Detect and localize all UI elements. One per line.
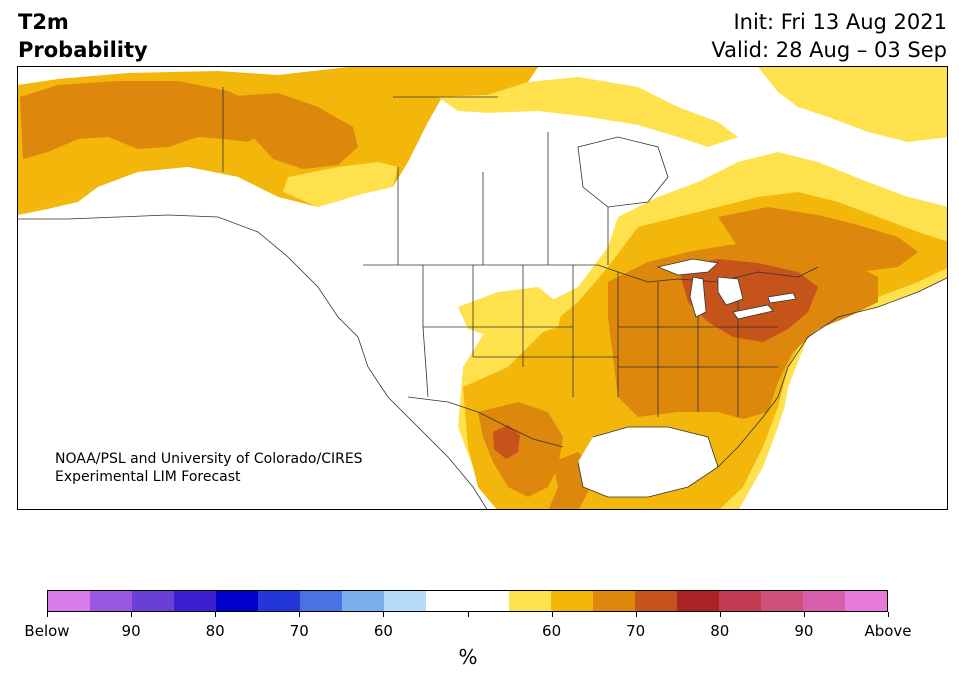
border-states-west bbox=[422, 265, 618, 398]
colorbar-tick-label: Below bbox=[24, 622, 70, 640]
colorbar-tick-label: 70 bbox=[289, 622, 309, 640]
pacific-ocean bbox=[18, 215, 487, 509]
colorbar-segment bbox=[425, 591, 468, 611]
colorbar-tick-label: 80 bbox=[205, 622, 225, 640]
colorbar-segment bbox=[593, 591, 636, 611]
region-arctic-yellow bbox=[348, 67, 538, 97]
colorbar-tick bbox=[299, 612, 301, 617]
region-yukon-orange bbox=[223, 93, 358, 169]
colorbar-segment bbox=[677, 591, 720, 611]
region-plains-yellow bbox=[458, 287, 563, 337]
colorbar-tick-label: 80 bbox=[710, 622, 730, 640]
colorbar-segment bbox=[551, 591, 594, 611]
colorbar-tick-label: 60 bbox=[542, 622, 562, 640]
colorbar-segment bbox=[719, 591, 762, 611]
colorbar-unit: % bbox=[458, 645, 478, 669]
valid-date: Valid: 28 Aug – 03 Sep bbox=[711, 38, 947, 62]
forecast-dates: Init: Fri 13 Aug 2021 Valid: 28 Aug – 03… bbox=[711, 8, 947, 64]
colorbar-tick-label: 70 bbox=[626, 622, 646, 640]
colorbar bbox=[47, 590, 888, 612]
colorbar-tick bbox=[635, 612, 637, 617]
colorbar-tick-label: Above bbox=[864, 622, 912, 640]
colorbar-tick bbox=[551, 612, 553, 617]
lake-erie bbox=[732, 304, 774, 320]
region-arctic-light bbox=[438, 77, 738, 147]
lake-huron bbox=[717, 276, 744, 306]
colorbar-tick bbox=[131, 612, 133, 617]
colorbar-segment bbox=[48, 591, 90, 611]
colorbar-segment bbox=[467, 591, 510, 611]
map-title: T2m Probability bbox=[18, 8, 148, 64]
colorbar-segment bbox=[299, 591, 342, 611]
great-lakes bbox=[577, 136, 797, 320]
hudson-bay bbox=[577, 136, 669, 208]
region-greenland-light bbox=[758, 67, 947, 142]
colorbar-tick-label: 90 bbox=[121, 622, 141, 640]
colorbar-segment bbox=[257, 591, 300, 611]
region-mexico-orange bbox=[478, 402, 563, 497]
border-us-mexico bbox=[407, 396, 564, 448]
colorbar-tick-label: 90 bbox=[794, 622, 814, 640]
coastline-west bbox=[18, 214, 488, 509]
title-line-1: T2m bbox=[18, 10, 69, 34]
colorbar-tick bbox=[803, 612, 805, 617]
region-mexico-dark bbox=[493, 425, 520, 459]
colorbar-tick bbox=[47, 612, 48, 617]
region-northeast-dark bbox=[678, 259, 818, 342]
colorbar-tick-label: 60 bbox=[373, 622, 393, 640]
region-west-coast bbox=[18, 167, 363, 337]
colorbar-ticks bbox=[47, 612, 889, 618]
colorbar-segment bbox=[509, 591, 552, 611]
map-credit: NOAA/PSL and University of Colorado/CIRE… bbox=[55, 450, 363, 486]
lake-superior bbox=[656, 258, 719, 276]
region-alaska-orange bbox=[20, 81, 273, 159]
colorbar-segment bbox=[341, 591, 384, 611]
colorbar-segment bbox=[635, 591, 678, 611]
colorbar-segment bbox=[215, 591, 258, 611]
lake-ontario bbox=[767, 292, 797, 304]
coastline-east bbox=[717, 277, 947, 468]
border-provinces bbox=[393, 96, 609, 265]
atlantic-ocean bbox=[739, 317, 947, 509]
credit-line-1: NOAA/PSL and University of Colorado/CIRE… bbox=[55, 451, 363, 467]
gulf-of-mexico bbox=[578, 427, 718, 497]
colorbar-tick bbox=[888, 612, 889, 617]
lake-michigan bbox=[689, 276, 707, 318]
map-panel bbox=[17, 66, 948, 510]
colorbar-segment bbox=[131, 591, 174, 611]
colorbar-segment bbox=[173, 591, 216, 611]
colorbar-segment bbox=[383, 591, 426, 611]
coastline-gulf bbox=[577, 426, 719, 498]
colorbar-tick bbox=[467, 612, 469, 617]
colorbar-tick bbox=[383, 612, 385, 617]
credit-line-2: Experimental LIM Forecast bbox=[55, 469, 241, 485]
colorbar-tick bbox=[719, 612, 721, 617]
border-canada-us bbox=[363, 264, 819, 283]
colorbar-segment bbox=[803, 591, 846, 611]
colorbar-segment bbox=[89, 591, 132, 611]
region-alaska-light bbox=[283, 162, 398, 207]
colorbar-segment bbox=[845, 591, 888, 611]
boundaries bbox=[18, 87, 947, 509]
region-quebec-orange bbox=[718, 207, 918, 272]
border-states-east bbox=[617, 272, 778, 417]
probability-map bbox=[18, 67, 947, 509]
colorbar-tick bbox=[215, 612, 217, 617]
colorbar-segment bbox=[761, 591, 804, 611]
init-date: Init: Fri 13 Aug 2021 bbox=[733, 10, 947, 34]
title-line-2: Probability bbox=[18, 38, 148, 62]
